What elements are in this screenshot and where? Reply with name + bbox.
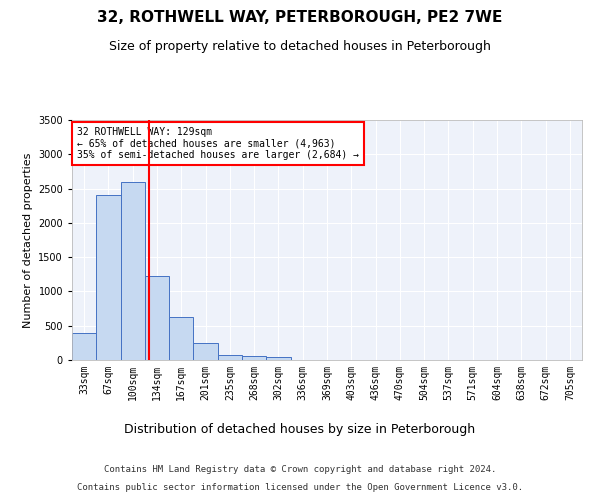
Bar (266, 357, 290, 360)
Bar (72, 334, 96, 360)
Bar (242, 356, 266, 360)
Text: Contains HM Land Registry data © Crown copyright and database right 2024.: Contains HM Land Registry data © Crown c… (104, 465, 496, 474)
Bar (96, 196, 121, 360)
Bar (193, 343, 218, 360)
Bar (121, 182, 145, 360)
Text: Distribution of detached houses by size in Peterborough: Distribution of detached houses by size … (124, 422, 476, 436)
Text: 32 ROTHWELL WAY: 129sqm
← 65% of detached houses are smaller (4,963)
35% of semi: 32 ROTHWELL WAY: 129sqm ← 65% of detache… (77, 127, 359, 160)
Text: 32, ROTHWELL WAY, PETERBOROUGH, PE2 7WE: 32, ROTHWELL WAY, PETERBOROUGH, PE2 7WE (97, 10, 503, 25)
Y-axis label: Number of detached properties: Number of detached properties (23, 152, 32, 328)
Bar (145, 276, 169, 360)
Bar (169, 318, 193, 360)
Bar (218, 354, 242, 360)
Text: Contains public sector information licensed under the Open Government Licence v3: Contains public sector information licen… (77, 482, 523, 492)
Text: Size of property relative to detached houses in Peterborough: Size of property relative to detached ho… (109, 40, 491, 53)
